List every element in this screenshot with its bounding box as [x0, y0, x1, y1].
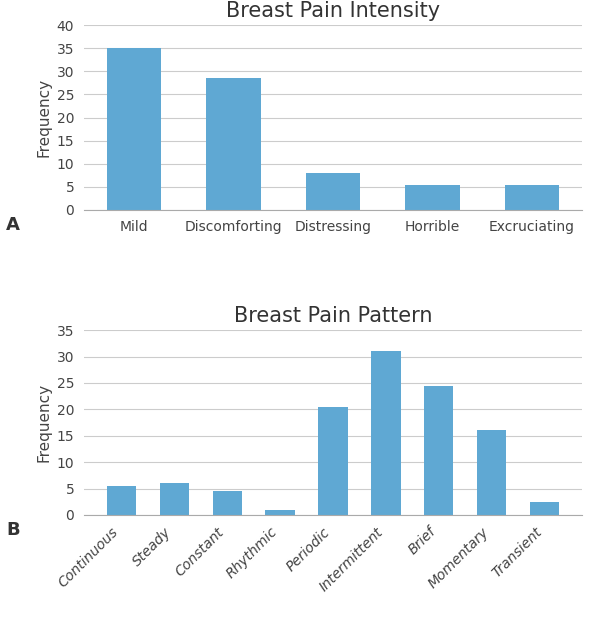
Title: Breast Pain Pattern: Breast Pain Pattern	[234, 306, 432, 326]
Bar	[371, 351, 401, 515]
Bar	[477, 430, 506, 515]
Bar	[319, 407, 347, 515]
Bar	[424, 386, 454, 515]
Bar	[160, 484, 189, 515]
Y-axis label: Frequency: Frequency	[36, 383, 51, 462]
Bar	[405, 185, 460, 210]
Bar	[107, 48, 161, 210]
Bar	[505, 185, 559, 210]
Bar	[265, 510, 295, 515]
Bar	[212, 491, 242, 515]
Y-axis label: Frequency: Frequency	[36, 78, 51, 157]
Title: Breast Pain Intensity: Breast Pain Intensity	[226, 1, 440, 21]
Text: B: B	[6, 521, 20, 539]
Bar	[107, 486, 136, 515]
Bar	[305, 173, 361, 210]
Bar	[206, 78, 261, 210]
Text: A: A	[6, 216, 20, 234]
Bar	[530, 502, 559, 515]
